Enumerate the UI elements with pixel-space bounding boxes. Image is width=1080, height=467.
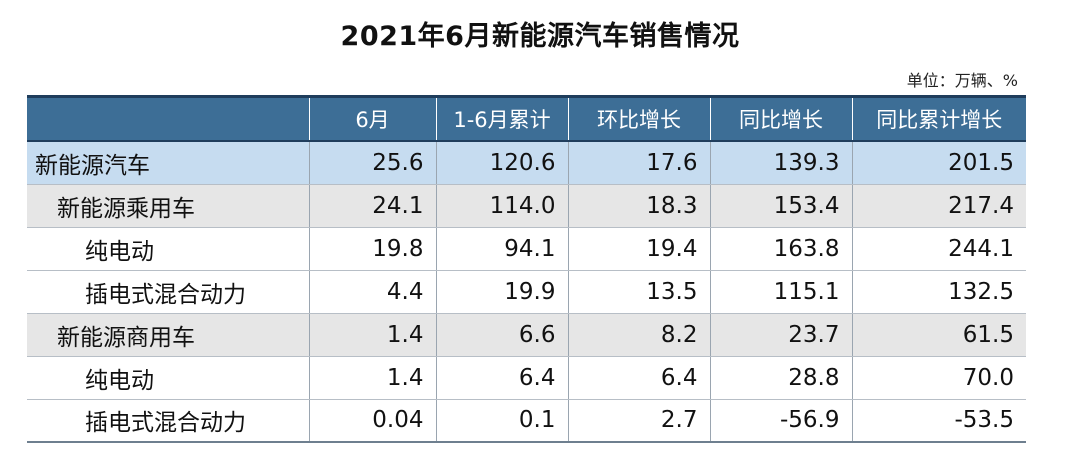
table-cell: 24.1	[308, 184, 436, 228]
table-cell: 217.4	[851, 184, 1026, 228]
row-label: 纯电动	[27, 356, 309, 400]
table-cell: -56.9	[709, 399, 852, 443]
table-row: 纯电动 1.4 6.4 6.4 28.8 70.0	[27, 356, 1026, 400]
table-cell: 163.8	[709, 227, 852, 271]
table-row: 新能源乘用车 24.1 114.0 18.3 153.4 217.4	[27, 184, 1026, 228]
table-row: 新能源汽车 25.6 120.6 17.6 139.3 201.5	[27, 141, 1026, 185]
column-header: 1-6月累计	[435, 95, 568, 142]
column-header: 环比增长	[567, 95, 710, 142]
table-cell: 70.0	[851, 356, 1026, 400]
row-label: 纯电动	[27, 227, 309, 271]
unit-label: 单位：万辆、%	[906, 71, 1018, 90]
table-cell: 153.4	[709, 184, 852, 228]
row-label: 新能源商用车	[27, 313, 309, 357]
table-cell: 1.4	[308, 313, 436, 357]
row-label: 新能源汽车	[27, 141, 309, 185]
table-cell: 2.7	[567, 399, 710, 443]
row-label: 插电式混合动力	[27, 399, 309, 443]
table-cell: 6.4	[567, 356, 710, 400]
column-header: 6月	[308, 95, 436, 142]
table-row: 纯电动 19.8 94.1 19.4 163.8 244.1	[27, 227, 1026, 271]
table-row: 插电式混合动力 0.04 0.1 2.7 -56.9 -53.5	[27, 399, 1026, 443]
table-cell: 13.5	[567, 270, 710, 314]
table-cell: 18.3	[567, 184, 710, 228]
row-label: 插电式混合动力	[27, 270, 309, 314]
table-cell: 139.3	[709, 141, 852, 185]
row-label: 新能源乘用车	[27, 184, 309, 228]
table-cell: 244.1	[851, 227, 1026, 271]
sales-table: 6月 1-6月累计 环比增长 同比增长 同比累计增长 新能源汽车 25.6 12…	[27, 95, 1026, 443]
table-cell: 115.1	[709, 270, 852, 314]
chart-title: 2021年6月新能源汽车销售情况	[340, 21, 740, 52]
table-cell: 132.5	[851, 270, 1026, 314]
column-header: 同比增长	[709, 95, 852, 142]
table-cell: 8.2	[567, 313, 710, 357]
table-cell: 25.6	[308, 141, 436, 185]
table-cell: 23.7	[709, 313, 852, 357]
table-cell: 6.4	[435, 356, 568, 400]
table-row: 新能源商用车 1.4 6.6 8.2 23.7 61.5	[27, 313, 1026, 357]
table-cell: 19.4	[567, 227, 710, 271]
column-header: 同比累计增长	[851, 95, 1026, 142]
table-cell: 17.6	[567, 141, 710, 185]
table-cell: 114.0	[435, 184, 568, 228]
table-cell: 6.6	[435, 313, 568, 357]
table-cell: 28.8	[709, 356, 852, 400]
table-cell: 19.9	[435, 270, 568, 314]
table-cell: 61.5	[851, 313, 1026, 357]
header-row: 6月 1-6月累计 环比增长 同比增长 同比累计增长	[27, 95, 1026, 142]
table-cell: 19.8	[308, 227, 436, 271]
table-cell: 1.4	[308, 356, 436, 400]
table-cell: 94.1	[435, 227, 568, 271]
table-cell: -53.5	[851, 399, 1026, 443]
table-cell: 0.04	[308, 399, 436, 443]
table-cell: 120.6	[435, 141, 568, 185]
table-cell: 201.5	[851, 141, 1026, 185]
table-cell: 0.1	[435, 399, 568, 443]
table-cell: 4.4	[308, 270, 436, 314]
table-row: 插电式混合动力 4.4 19.9 13.5 115.1 132.5	[27, 270, 1026, 314]
column-header	[27, 95, 309, 142]
